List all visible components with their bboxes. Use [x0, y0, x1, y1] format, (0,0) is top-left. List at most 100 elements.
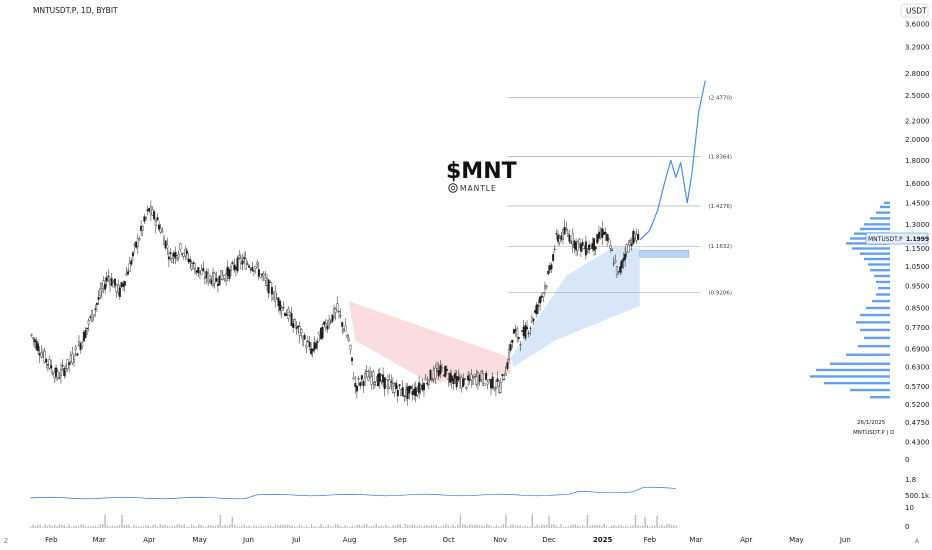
candle-body — [290, 313, 293, 326]
candle-body — [220, 270, 223, 281]
volume-bar — [474, 524, 476, 528]
candle-body — [388, 379, 391, 388]
volume-bar — [426, 524, 428, 528]
volatility-bands — [348, 246, 690, 384]
time-axis[interactable]: Feb Mar Apr May Jun Jul Aug Sep Oct Nov Dec 2025 Feb… — [45, 536, 851, 544]
volume-bar — [349, 526, 351, 528]
candle-body — [627, 244, 630, 253]
volume-bar — [121, 515, 123, 528]
candle-body — [630, 243, 633, 246]
corner-left-label[interactable]: Z — [4, 538, 8, 545]
candle-body — [109, 279, 112, 285]
volume-bar — [75, 525, 77, 528]
candlestick-series — [30, 200, 640, 406]
candle-body — [367, 376, 370, 381]
candle-body — [138, 238, 141, 240]
currency-label: USDT — [906, 7, 927, 16]
volume-bar — [183, 524, 185, 528]
candle-body — [205, 271, 208, 278]
candle-body — [614, 260, 617, 263]
volume-bar — [577, 525, 579, 528]
volume-bar — [202, 526, 205, 528]
volume-bar — [598, 525, 601, 528]
candle-body — [321, 327, 324, 339]
candle-body — [76, 353, 79, 356]
volume-bar — [654, 525, 656, 528]
volume-bar — [162, 525, 164, 528]
volume-bar — [522, 526, 524, 528]
candle-body — [185, 250, 188, 254]
candle-body — [498, 385, 501, 393]
indicator-panes: 0 1.8 500.1k 10 0 — [29, 456, 930, 531]
candle-body — [128, 263, 131, 272]
volume-bar — [327, 524, 329, 528]
candle-body — [197, 267, 200, 274]
volume-bar — [510, 524, 512, 528]
candle-body — [146, 209, 149, 211]
volume-bar — [226, 525, 229, 528]
candle-body — [131, 252, 134, 257]
candle-body — [311, 348, 314, 352]
candle-body — [195, 270, 198, 273]
candle-body — [130, 260, 133, 265]
volume-bar — [243, 524, 245, 528]
volume-bar — [661, 524, 663, 528]
candle-body — [68, 362, 71, 365]
x-tick-label: May — [789, 536, 803, 544]
volume-bar — [358, 524, 361, 528]
candle-body — [370, 376, 373, 385]
candle-body — [331, 314, 334, 322]
candle-body — [470, 374, 473, 381]
price-axis[interactable]: 3.6000 3.2000 2.8000 2.5000 2.2000 2.0000 1.80… — [905, 21, 930, 447]
x-tick-label: 2025 — [593, 536, 613, 544]
volume-bar — [440, 526, 442, 528]
candle-body — [153, 211, 156, 220]
candle-body — [203, 277, 206, 279]
volume-bar — [147, 525, 149, 528]
volume-bar — [670, 524, 673, 528]
candle-body — [364, 373, 367, 379]
candle-body — [449, 373, 452, 383]
volume-bar — [435, 524, 437, 528]
pane-tick-label: 10 — [905, 504, 914, 512]
candle-body — [535, 304, 538, 315]
currency-badge[interactable] — [900, 3, 929, 18]
candle-body — [566, 233, 569, 236]
volume-bar — [320, 524, 322, 528]
volume-bar — [646, 524, 649, 528]
fib-level-label: (0.9206) — [708, 290, 732, 296]
candle-body — [422, 383, 425, 391]
candle-body — [398, 384, 401, 387]
volume-bar — [142, 526, 145, 528]
candle-body — [221, 274, 224, 280]
volume-bar — [166, 525, 169, 528]
volume-bar — [265, 526, 267, 528]
candle-body — [375, 380, 378, 386]
volume-bar — [632, 525, 634, 528]
candle-body — [84, 330, 87, 338]
volume-bar — [169, 526, 171, 528]
corner-right-label[interactable]: A — [915, 538, 920, 545]
y-tick-label: 1.8000 — [905, 157, 930, 165]
volume-bar — [658, 526, 661, 528]
candle-body — [192, 262, 195, 264]
candle-body — [493, 387, 496, 391]
volume-bar — [87, 526, 89, 528]
volume-bar — [322, 526, 325, 528]
candle-body — [177, 254, 180, 258]
candle-body — [637, 234, 640, 240]
candle-body — [409, 386, 412, 389]
volume-bar — [613, 524, 615, 528]
candle-body — [372, 371, 375, 383]
candle-body — [552, 254, 555, 261]
symbol-title: MNTUSDT.P, 1D, BYBIT — [33, 6, 118, 15]
candle-body — [59, 368, 62, 377]
volume-bar — [673, 525, 675, 528]
candle-body — [596, 234, 599, 244]
candle-body — [462, 378, 465, 387]
candle-body — [285, 313, 288, 317]
candle-body — [421, 384, 424, 391]
candle-body — [100, 288, 103, 292]
x-tick-label: Nov — [493, 536, 507, 544]
